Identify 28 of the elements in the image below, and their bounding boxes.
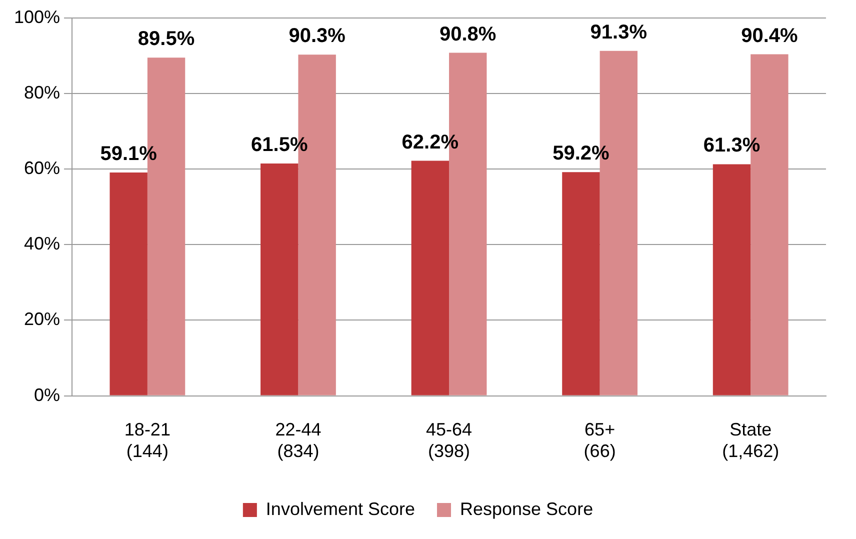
legend-label: Involvement Score — [266, 498, 416, 519]
x-tick-label: 18-21 (144) — [124, 420, 170, 462]
data-label: 89.5% — [138, 28, 195, 50]
data-label: 62.2% — [402, 131, 459, 154]
y-tick-label: 80% — [24, 82, 60, 103]
legend-label: Response Score — [460, 498, 594, 519]
x-tick-label: 22-44 (834) — [275, 420, 322, 462]
data-label: 90.3% — [288, 25, 346, 48]
x-tick-label: 45-64 (398) — [426, 420, 472, 462]
bar — [562, 172, 600, 396]
x-tick-label: 65+ (66) — [584, 420, 616, 462]
y-tick-label: 60% — [24, 158, 60, 178]
y-tick-label: 40% — [24, 234, 60, 254]
bar — [260, 163, 298, 396]
data-label: 61.5% — [251, 134, 308, 156]
x-tick-label: State (1,462) — [722, 420, 780, 462]
y-tick-label: 20% — [24, 309, 60, 330]
bar — [712, 164, 751, 396]
data-label: 90.4% — [741, 24, 798, 47]
data-label: 90.8% — [440, 23, 496, 46]
data-label: 61.3% — [703, 134, 760, 157]
y-tick-label: 0% — [34, 384, 60, 405]
data-label: 91.3% — [590, 21, 648, 44]
data-label: 59.2% — [552, 142, 610, 165]
y-tick-label: 100% — [14, 6, 60, 27]
data-label: 59.1% — [100, 143, 158, 166]
bar — [110, 172, 148, 396]
bar — [411, 160, 450, 396]
